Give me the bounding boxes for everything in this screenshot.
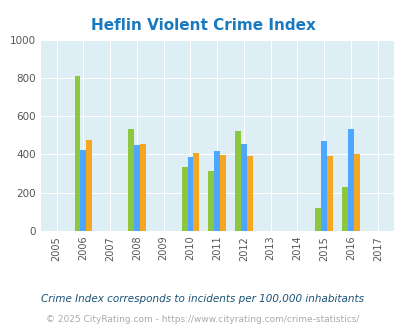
Bar <box>241 145 246 231</box>
Text: Heflin Violent Crime Index: Heflin Violent Crime Index <box>90 18 315 33</box>
Bar <box>80 150 86 231</box>
Bar <box>134 145 140 231</box>
Bar <box>347 129 353 231</box>
Bar <box>246 156 252 231</box>
Bar <box>353 154 359 231</box>
Bar <box>234 131 241 231</box>
Bar <box>75 76 80 231</box>
Bar <box>326 156 332 231</box>
Bar <box>214 150 220 231</box>
Bar <box>220 155 226 231</box>
Text: © 2025 CityRating.com - https://www.cityrating.com/crime-statistics/: © 2025 CityRating.com - https://www.city… <box>46 315 359 324</box>
Text: Crime Index corresponds to incidents per 100,000 inhabitants: Crime Index corresponds to incidents per… <box>41 294 364 304</box>
Bar <box>140 144 145 231</box>
Bar <box>315 208 320 231</box>
Bar <box>208 171 214 231</box>
Bar <box>187 157 193 231</box>
Bar <box>86 140 92 231</box>
Bar <box>341 187 347 231</box>
Bar <box>128 129 134 231</box>
Bar <box>181 167 187 231</box>
Bar <box>193 153 199 231</box>
Bar <box>320 142 326 231</box>
